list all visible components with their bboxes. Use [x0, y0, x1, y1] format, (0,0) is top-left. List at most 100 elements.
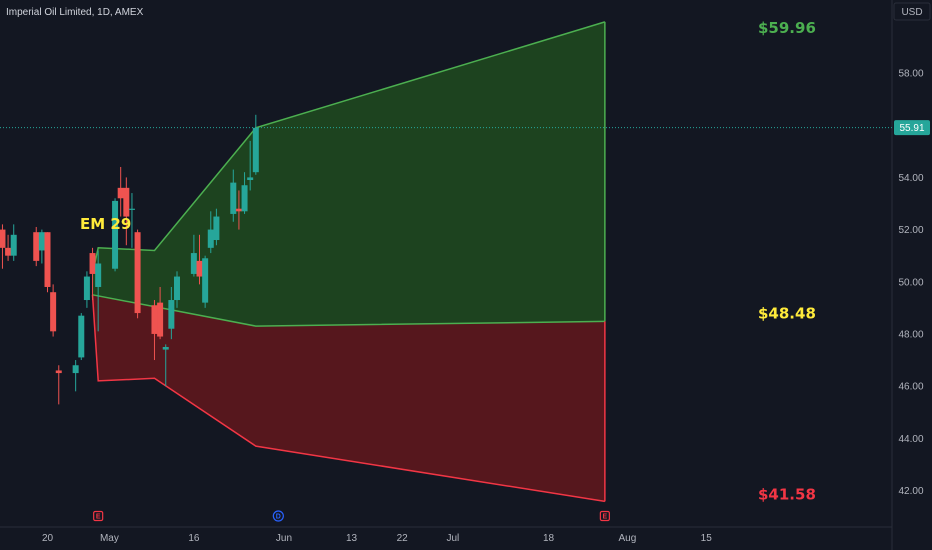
candle-body — [247, 177, 254, 181]
candle-body — [50, 292, 57, 332]
candle-body — [157, 302, 164, 337]
candle-body — [78, 315, 85, 358]
y-tick-label: 42.00 — [898, 486, 923, 497]
currency-label: USD — [901, 7, 922, 18]
x-tick-label: 16 — [188, 533, 200, 544]
candle — [207, 211, 214, 254]
candle-body — [207, 229, 214, 248]
mid-target-label: $48.48 — [758, 304, 816, 322]
candle — [0, 224, 6, 269]
candle — [157, 286, 164, 340]
candle — [202, 255, 209, 308]
candle-body — [252, 127, 259, 173]
candle-body — [168, 300, 175, 329]
x-tick-label: Jun — [276, 533, 292, 544]
marker-label: E — [603, 514, 608, 521]
candle-body — [0, 229, 6, 248]
candle — [10, 224, 17, 261]
candle — [5, 234, 12, 261]
upper-zone-line — [91, 21, 606, 275]
candle-body — [128, 208, 135, 210]
candle-body — [196, 260, 203, 277]
y-tick-label: 58.00 — [898, 69, 923, 80]
candle — [162, 344, 169, 387]
x-tick-label: 20 — [42, 533, 54, 544]
x-axis-ticks: 20 May 16 Jun 13 22 Jul 18 Aug 15 — [42, 533, 712, 544]
candle — [151, 300, 158, 361]
candle-body — [173, 276, 180, 301]
candle-body — [83, 276, 90, 301]
candle — [55, 365, 62, 405]
candle-body — [213, 216, 220, 241]
candle-body — [89, 253, 96, 274]
candle — [83, 271, 90, 308]
candle-body — [55, 370, 62, 374]
candle — [241, 172, 248, 214]
last-price-value: 55.91 — [899, 123, 924, 134]
candle — [134, 229, 141, 319]
candle — [235, 190, 242, 230]
candle — [117, 166, 124, 217]
candle — [190, 234, 197, 277]
candle-body — [230, 182, 237, 214]
chart-title: Imperial Oil Limited, 1D, AMEX — [6, 7, 144, 18]
candle — [196, 234, 203, 285]
x-tick-label: 22 — [397, 533, 409, 544]
y-tick-label: 48.00 — [898, 329, 923, 340]
upper-zone-fill — [92, 21, 605, 327]
candle-body — [117, 187, 124, 199]
candle — [168, 286, 175, 340]
marker-label: D — [276, 514, 281, 521]
candle — [128, 193, 135, 248]
candle — [247, 140, 254, 191]
marker-shape — [93, 510, 104, 522]
mid-boundary-line — [92, 294, 605, 327]
marker-label: E — [96, 514, 101, 521]
candle — [33, 226, 40, 267]
candle — [213, 208, 220, 246]
expected-move-label: EM 29 — [80, 215, 131, 233]
candle-body — [123, 187, 130, 217]
currency-button[interactable]: USD — [893, 2, 931, 21]
marker-shape — [599, 510, 610, 522]
last-price-tag: 55.91 — [894, 120, 930, 136]
candle — [173, 271, 180, 308]
candle — [78, 313, 85, 361]
candle-body — [241, 185, 248, 212]
lower-target-label: $41.58 — [758, 485, 816, 503]
candle — [50, 284, 57, 337]
x-tick-label: Aug — [618, 533, 636, 544]
candle-body — [190, 253, 197, 274]
x-tick-label: 13 — [346, 533, 358, 544]
x-tick-label: Jul — [446, 533, 459, 544]
candle-body — [33, 232, 40, 261]
x-tick-label: 18 — [543, 533, 555, 544]
candle — [112, 198, 119, 272]
candles — [0, 114, 259, 405]
candle-body — [134, 232, 141, 314]
candle — [95, 250, 102, 332]
candle-body — [151, 305, 158, 334]
dividend-marker: D — [272, 510, 284, 522]
candle-body — [162, 346, 169, 350]
x-tick-label: May — [100, 533, 119, 544]
upper-target-label: $59.96 — [758, 19, 816, 37]
candle-body — [38, 232, 45, 251]
expected-move-zones — [91, 21, 606, 503]
candle — [89, 247, 96, 301]
candle — [72, 360, 79, 392]
x-tick-label: 15 — [701, 533, 713, 544]
candle-body — [5, 247, 12, 256]
candle-body — [235, 208, 242, 212]
candle — [252, 114, 259, 175]
candle-body — [72, 365, 79, 374]
candle-body — [44, 232, 51, 287]
candle-body — [95, 263, 102, 287]
earnings-marker: E — [93, 510, 104, 522]
candle — [44, 232, 51, 293]
earnings-marker: E — [599, 510, 610, 522]
marker-shape — [272, 510, 284, 522]
